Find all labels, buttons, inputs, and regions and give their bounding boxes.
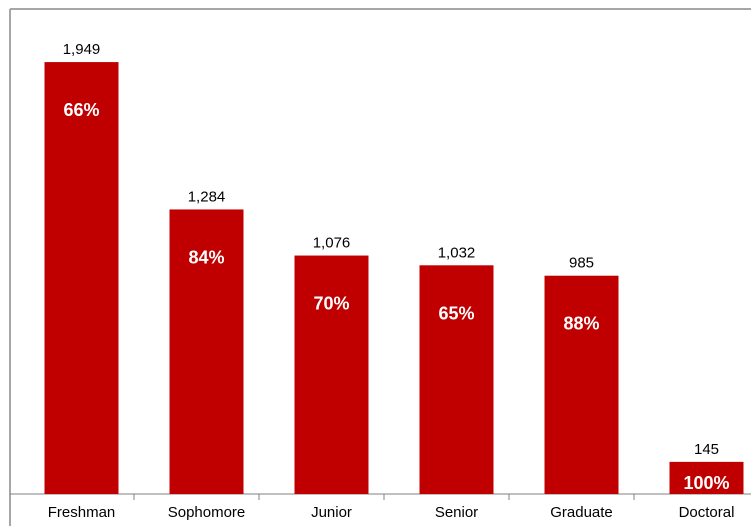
value-label: 1,032 bbox=[438, 244, 476, 261]
value-label: 1,076 bbox=[313, 235, 351, 252]
percent-label: 65% bbox=[438, 303, 474, 323]
x-axis-ticks bbox=[133, 494, 635, 500]
value-label: 985 bbox=[569, 255, 594, 272]
percent-label: 66% bbox=[63, 100, 99, 120]
percent-label: 84% bbox=[188, 247, 224, 267]
percent-label: 70% bbox=[313, 294, 349, 314]
category-label: Doctoral bbox=[679, 504, 735, 521]
category-label: Senior bbox=[435, 504, 478, 521]
bar-junior bbox=[294, 255, 369, 494]
value-label: 1,949 bbox=[63, 41, 101, 58]
bar-freshman bbox=[44, 62, 119, 494]
percent-label: 88% bbox=[563, 314, 599, 334]
bar-sophomore bbox=[169, 209, 244, 495]
bar-senior bbox=[419, 265, 494, 494]
bar-doctoral bbox=[669, 461, 744, 494]
category-label: Freshman bbox=[48, 504, 116, 521]
labels-group: 1,949 66% Freshman 1,284 84% Sophomore 1,076 70… bbox=[48, 41, 735, 521]
category-label: Graduate bbox=[550, 504, 613, 521]
category-label: Sophomore bbox=[168, 504, 246, 521]
value-label: 1,284 bbox=[188, 188, 226, 205]
bars-group bbox=[44, 62, 744, 495]
category-label: Junior bbox=[311, 504, 352, 521]
bar-graduate bbox=[544, 275, 619, 494]
value-label: 145 bbox=[694, 441, 719, 458]
percent-label: 100% bbox=[683, 473, 729, 493]
